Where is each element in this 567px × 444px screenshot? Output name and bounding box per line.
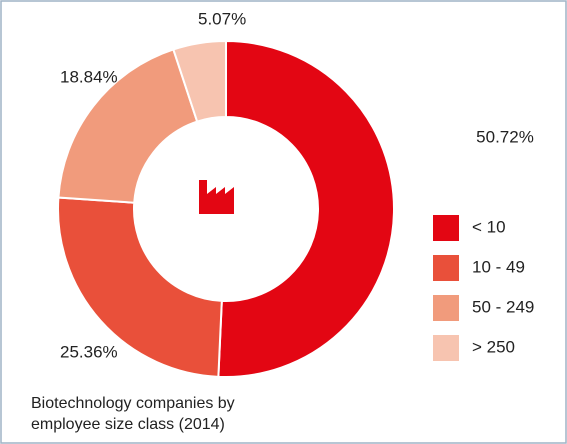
data-label: 18.84% <box>60 67 118 86</box>
chart-title: Biotechnology companies by employee size… <box>31 395 235 433</box>
legend-swatch <box>433 295 459 321</box>
legend-label: > 250 <box>472 337 515 356</box>
legend-label: < 10 <box>472 217 506 236</box>
data-label: 50.72% <box>476 127 534 146</box>
factory-icon <box>199 180 234 214</box>
donut-slice <box>172 39 227 123</box>
donut-slice <box>57 48 199 204</box>
donut-slice <box>57 196 223 378</box>
legend-swatch <box>433 255 459 281</box>
legend-swatch <box>433 335 459 361</box>
legend-label: 10 - 49 <box>472 257 525 276</box>
data-label: 5.07% <box>198 9 246 28</box>
legend-label: 50 - 249 <box>472 297 534 316</box>
legend-swatch <box>433 215 459 241</box>
donut-slice <box>217 39 395 378</box>
data-label: 25.36% <box>60 342 118 361</box>
slices <box>57 39 395 378</box>
